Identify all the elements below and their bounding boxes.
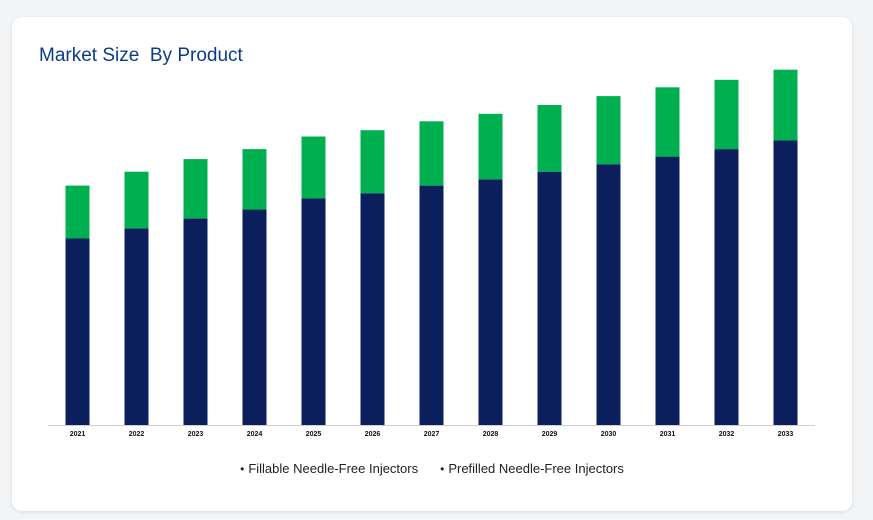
bar-prefilled-2030[interactable] [596, 96, 621, 165]
x-tick-label: 2032 [719, 431, 735, 438]
bar-fillable-2030[interactable] [596, 164, 621, 425]
bar-prefilled-2031[interactable] [655, 87, 680, 157]
bar-fillable-2026[interactable] [360, 193, 385, 425]
bar-fillable-2027[interactable] [419, 185, 444, 425]
legend-bullet-icon: • [440, 461, 445, 476]
bar-prefilled-2022[interactable] [124, 171, 149, 229]
x-tick-label: 2025 [306, 431, 322, 438]
bar-fillable-2023[interactable] [183, 218, 208, 425]
legend: • Fillable Needle-Free Injectors • Prefi… [12, 461, 852, 476]
x-tick-label: 2028 [483, 431, 499, 438]
bar-prefilled-2029[interactable] [537, 105, 562, 172]
bar-prefilled-2025[interactable] [301, 136, 326, 199]
bars-group [65, 69, 798, 426]
bar-fillable-2028[interactable] [478, 179, 503, 425]
x-tick-label: 2026 [365, 431, 381, 438]
chart-card: Market Size By Product 2021 2022 2023 2024 2… [12, 17, 852, 511]
bar-prefilled-2023[interactable] [183, 159, 208, 219]
bar-fillable-2025[interactable] [301, 198, 326, 425]
x-axis-ticks: 2021 2022 2023 2024 2025 2026 2027 2028 2029 2030… [70, 431, 794, 438]
x-tick-label: 2021 [70, 431, 86, 438]
legend-label-fillable: Fillable Needle-Free Injectors [248, 461, 419, 476]
bar-prefilled-2027[interactable] [419, 121, 444, 186]
bar-fillable-2022[interactable] [124, 228, 149, 425]
bar-prefilled-2026[interactable] [360, 130, 385, 194]
bar-fillable-2024[interactable] [242, 209, 267, 426]
bar-prefilled-2033[interactable] [773, 69, 798, 141]
x-tick-label: 2024 [247, 431, 263, 438]
legend-item-fillable[interactable]: • Fillable Needle-Free Injectors [240, 461, 418, 476]
legend-bullet-icon: • [240, 461, 245, 476]
x-tick-label: 2022 [129, 431, 145, 438]
bar-prefilled-2028[interactable] [478, 113, 503, 180]
bar-prefilled-2032[interactable] [714, 79, 739, 150]
bar-chart: 2021 2022 2023 2024 2025 2026 2027 2028 2029 2030… [48, 69, 815, 438]
bar-fillable-2029[interactable] [537, 171, 562, 425]
bar-prefilled-2021[interactable] [65, 185, 90, 239]
legend-label-prefilled: Prefilled Needle-Free Injectors [448, 461, 624, 476]
bar-fillable-2032[interactable] [714, 149, 739, 425]
x-tick-label: 2033 [778, 431, 794, 438]
bar-fillable-2021[interactable] [65, 238, 90, 426]
legend-item-prefilled[interactable]: • Prefilled Needle-Free Injectors [440, 461, 624, 476]
x-tick-label: 2029 [542, 431, 558, 438]
x-tick-label: 2027 [424, 431, 440, 438]
x-tick-label: 2031 [660, 431, 676, 438]
bar-fillable-2033[interactable] [773, 140, 798, 425]
x-tick-label: 2030 [601, 431, 617, 438]
x-tick-label: 2023 [188, 431, 204, 438]
bar-fillable-2031[interactable] [655, 156, 680, 425]
chart-title: Market Size By Product [39, 45, 243, 66]
bar-prefilled-2024[interactable] [242, 149, 267, 210]
